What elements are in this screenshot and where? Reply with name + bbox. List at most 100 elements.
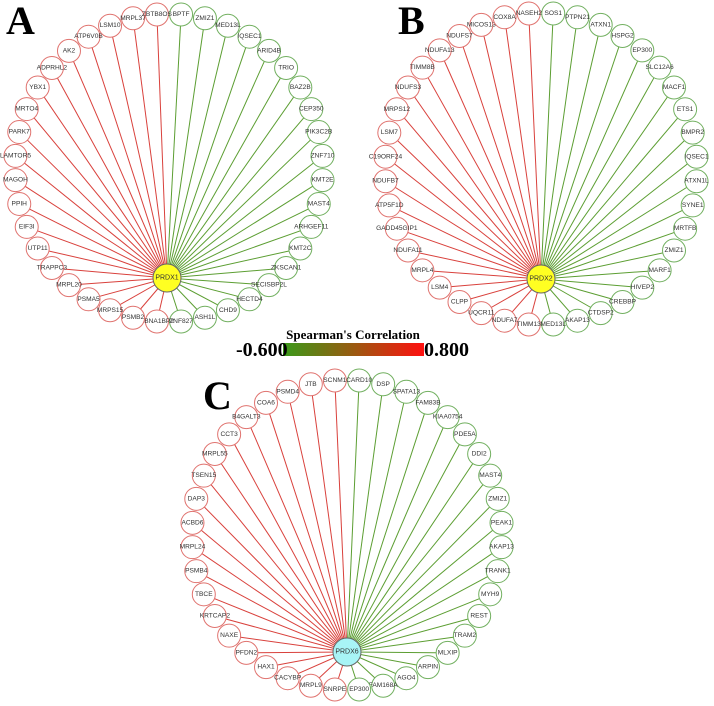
gene-node[interactable]: HECTD4 — [236, 287, 263, 312]
gene-node[interactable]: BAZ2B — [288, 75, 313, 100]
gene-node[interactable]: TSEN15 — [191, 463, 217, 488]
gene-node[interactable]: PARK7 — [7, 120, 32, 145]
gene-node[interactable]: DSP — [371, 372, 396, 397]
gene-node[interactable]: NDUFB7 — [372, 169, 399, 194]
gene-node[interactable]: MAST4 — [478, 463, 503, 488]
gene-node[interactable]: ARHGEF11 — [294, 214, 329, 239]
gene-node[interactable]: COA6 — [254, 390, 279, 415]
gene-node[interactable]: SECISBP2L — [251, 273, 287, 298]
gene-node[interactable]: EP300 — [347, 677, 372, 702]
gene-node[interactable]: DDI2 — [467, 442, 492, 467]
gene-node[interactable]: ZMIZ1 — [662, 238, 687, 263]
gene-node[interactable]: SCNM1 — [322, 368, 347, 393]
gene-node[interactable]: KMT2E — [310, 168, 335, 193]
gene-node[interactable]: DAP3 — [184, 486, 209, 511]
gene-node[interactable]: CACYBP — [274, 666, 302, 691]
gene-node[interactable]: ZMIZ1 — [485, 486, 510, 511]
gene-node[interactable]: AGO4 — [394, 666, 419, 691]
gene-node[interactable]: UTP11 — [25, 236, 50, 261]
gene-node[interactable]: ARPIN — [415, 655, 440, 680]
gene-node[interactable]: PFDN2 — [234, 640, 259, 665]
hub-node[interactable]: PRDX6 — [332, 637, 362, 667]
gene-node[interactable]: ACBD6 — [180, 510, 205, 535]
gene-node[interactable]: CREBBP — [609, 290, 637, 315]
gene-node[interactable]: LSM7 — [377, 120, 402, 145]
hub-node[interactable]: PRDX1 — [152, 263, 182, 293]
gene-node[interactable]: ETS1 — [673, 97, 698, 122]
gene-node[interactable]: MRPS15 — [97, 298, 124, 323]
gene-node[interactable]: NDUFS7 — [446, 23, 473, 48]
gene-node[interactable]: JTB — [298, 372, 323, 397]
gene-node[interactable]: ATXN1 — [588, 12, 613, 37]
gene-node[interactable]: C19ORF24 — [369, 144, 403, 169]
gene-node[interactable]: MICOS13 — [467, 12, 496, 37]
gene-node[interactable]: CARD10 — [346, 368, 372, 393]
gene-node[interactable]: KMT2C — [288, 236, 313, 261]
gene-node[interactable]: CLPP — [447, 290, 472, 315]
gene-node[interactable]: MRTO4 — [14, 97, 39, 122]
gene-node[interactable]: COX8A — [492, 5, 517, 30]
gene-node[interactable]: SOS1 — [541, 1, 566, 26]
gene-node[interactable]: LAMTOR5 — [0, 143, 31, 168]
gene-node[interactable]: PDE5A — [452, 422, 477, 447]
gene-node[interactable]: LSM4 — [427, 275, 452, 300]
gene-node[interactable]: LSM10 — [98, 13, 123, 38]
gene-node[interactable]: MAST4 — [306, 191, 331, 216]
gene-node[interactable]: MRTFB — [673, 216, 698, 241]
gene-node[interactable]: KRTCAP2 — [200, 603, 231, 628]
gene-node[interactable]: ATXN1L — [684, 169, 709, 194]
gene-node[interactable]: MED13L — [215, 13, 241, 38]
gene-node[interactable]: IQSEC1 — [237, 24, 262, 49]
gene-node[interactable]: EIF3I — [14, 214, 39, 239]
gene-node[interactable]: ATP5F1D — [375, 193, 404, 218]
gene-node[interactable]: MRPL4 — [410, 258, 435, 283]
gene-node[interactable]: PSMB4 — [184, 559, 209, 584]
gene-node[interactable]: ZNF827 — [169, 309, 193, 334]
gene-node[interactable]: PIK3C2B — [305, 120, 333, 145]
gene-node[interactable]: SLC12A6 — [646, 55, 675, 80]
gene-node[interactable]: ZMIZ1 — [192, 6, 217, 31]
gene-node[interactable]: TIMM8B — [410, 55, 436, 80]
gene-node[interactable]: TRANK1 — [485, 559, 511, 584]
hub-node[interactable]: PRDX2 — [526, 264, 556, 294]
gene-node[interactable]: EBNA1BP2 — [140, 309, 174, 334]
gene-node[interactable]: MACF1 — [662, 75, 687, 100]
gene-node[interactable]: EP300 — [630, 38, 655, 63]
gene-node[interactable]: ARID4B — [257, 38, 282, 63]
gene-node[interactable]: B4GALT3 — [232, 405, 261, 430]
gene-node[interactable]: NDUFA7 — [492, 308, 518, 333]
gene-node[interactable]: GADD45GIP1 — [376, 216, 418, 241]
gene-node[interactable]: MYH9 — [478, 582, 503, 607]
gene-node[interactable]: CHD9 — [215, 298, 240, 323]
gene-node[interactable]: NDUFA11 — [393, 238, 423, 263]
gene-node[interactable]: BPTF — [169, 2, 194, 27]
gene-node[interactable]: TIMM13 — [517, 312, 542, 337]
gene-node[interactable]: ZKSCAN1 — [271, 256, 302, 281]
gene-node[interactable]: MRPS12 — [384, 97, 411, 122]
gene-node[interactable]: MED13L — [540, 312, 566, 337]
gene-node[interactable]: PTPN21 — [565, 5, 590, 30]
gene-node[interactable]: IQSEC1 — [684, 144, 709, 169]
gene-node[interactable]: KIAA0754 — [433, 405, 463, 430]
gene-node[interactable]: HIVEP2 — [630, 275, 655, 300]
gene-node[interactable]: PSMB2 — [121, 305, 146, 330]
gene-node[interactable]: CEP350 — [299, 97, 324, 122]
gene-node[interactable]: NAXE — [217, 623, 242, 648]
gene-node[interactable]: PEAK1 — [489, 510, 514, 535]
gene-node[interactable]: TRIO — [274, 55, 299, 80]
gene-node[interactable]: PSMA5 — [76, 287, 101, 312]
gene-node[interactable]: MRPL9 — [298, 673, 323, 698]
gene-node[interactable]: NDUFS3 — [395, 75, 422, 100]
gene-node[interactable]: AKAP13 — [565, 308, 590, 333]
gene-node[interactable]: AK2 — [56, 38, 81, 63]
gene-node[interactable]: NASEH2 — [516, 1, 543, 26]
gene-node[interactable]: TRAM2 — [452, 623, 477, 648]
gene-node[interactable]: CTDSP2 — [588, 301, 614, 326]
gene-node[interactable]: PSMD4 — [275, 379, 300, 404]
gene-node[interactable]: ZBTB8OS — [142, 2, 173, 27]
gene-node[interactable]: UQCR11 — [468, 301, 495, 326]
gene-node[interactable]: SNRPE — [322, 677, 347, 702]
gene-node[interactable]: BMPR2 — [680, 120, 705, 145]
gene-node[interactable]: REST — [467, 603, 492, 628]
gene-node[interactable]: FAM168A — [369, 673, 399, 698]
